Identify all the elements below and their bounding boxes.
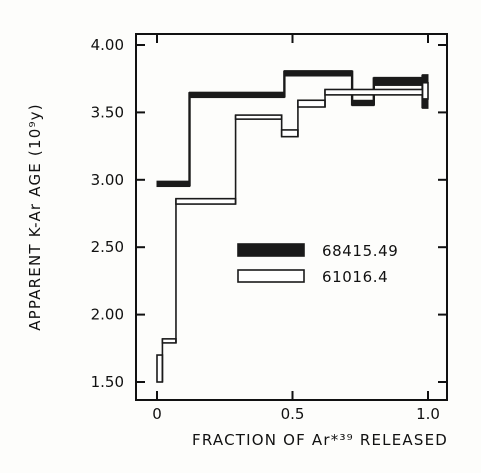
x-tick-label: 0 [152, 405, 162, 423]
step-bar [351, 99, 375, 107]
step-bar [283, 70, 353, 77]
step-bar [280, 129, 299, 138]
step-bar [156, 180, 191, 188]
step-bar [324, 88, 424, 96]
y-tick-label: 2.50 [91, 238, 124, 256]
series-filled [156, 70, 429, 188]
legend-label: 61016.4 [322, 268, 388, 286]
y-tick-label: 4.00 [91, 36, 124, 54]
legend-swatch [237, 269, 305, 283]
y-tick-label: 1.50 [91, 373, 124, 391]
step-bar [421, 81, 429, 100]
y-tick-label: 3.50 [91, 103, 124, 121]
legend-label: 68415.49 [322, 242, 398, 260]
series-open [156, 81, 429, 383]
step-bar [234, 114, 283, 120]
step-bar [156, 354, 164, 383]
y-axis-title: APPARENT K-Ar AGE (10⁹y) [26, 103, 44, 331]
legend-swatch [237, 243, 305, 257]
y-tick-label: 2.00 [91, 306, 124, 324]
step-bar [175, 197, 237, 205]
y-tick-label: 3.00 [91, 171, 124, 189]
step-bar [297, 99, 326, 108]
x-tick-label: 0.5 [281, 405, 305, 423]
series-layer [156, 70, 429, 383]
legend: 68415.49 61016.4 [237, 242, 398, 286]
x-axis-ticks: 0 0.5 1.0 [152, 34, 440, 423]
y-axis-ticks: 1.50 2.00 2.50 3.00 3.50 4.00 [91, 36, 447, 391]
step-bar [373, 76, 424, 86]
step-bar [161, 338, 177, 344]
x-axis-title: FRACTION OF Ar*³⁹ RELEASED [192, 431, 448, 449]
x-tick-label: 1.0 [416, 405, 440, 423]
step-bar [189, 91, 285, 99]
